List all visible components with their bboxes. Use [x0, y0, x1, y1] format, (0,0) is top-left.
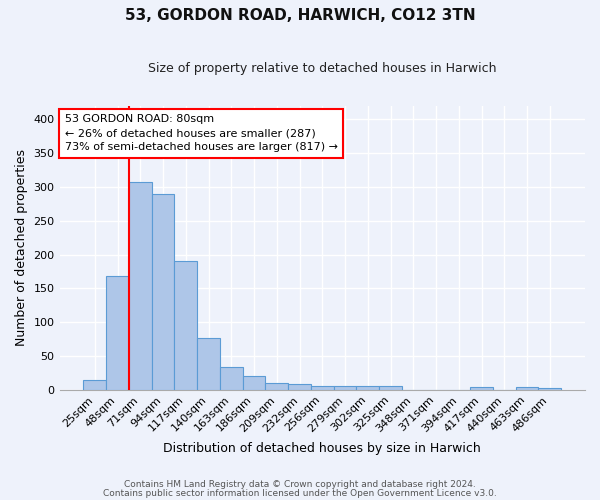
Text: 53, GORDON ROAD, HARWICH, CO12 3TN: 53, GORDON ROAD, HARWICH, CO12 3TN — [125, 8, 475, 22]
Bar — [106, 276, 129, 390]
Bar — [220, 367, 242, 390]
X-axis label: Distribution of detached houses by size in Harwich: Distribution of detached houses by size … — [163, 442, 481, 455]
Bar — [152, 194, 175, 390]
Bar — [197, 338, 220, 390]
Text: Contains public sector information licensed under the Open Government Licence v3: Contains public sector information licen… — [103, 490, 497, 498]
Bar — [175, 262, 197, 390]
Bar — [265, 383, 288, 390]
Title: Size of property relative to detached houses in Harwich: Size of property relative to detached ho… — [148, 62, 497, 76]
Bar — [83, 380, 106, 390]
Bar — [379, 386, 402, 390]
Bar — [242, 376, 265, 390]
Text: Contains HM Land Registry data © Crown copyright and database right 2024.: Contains HM Land Registry data © Crown c… — [124, 480, 476, 489]
Bar — [470, 387, 493, 390]
Y-axis label: Number of detached properties: Number of detached properties — [15, 150, 28, 346]
Bar — [288, 384, 311, 390]
Text: 53 GORDON ROAD: 80sqm
← 26% of detached houses are smaller (287)
73% of semi-det: 53 GORDON ROAD: 80sqm ← 26% of detached … — [65, 114, 338, 152]
Bar — [334, 386, 356, 390]
Bar — [311, 386, 334, 390]
Bar — [356, 386, 379, 390]
Bar — [515, 387, 538, 390]
Bar — [129, 182, 152, 390]
Bar — [538, 388, 561, 390]
